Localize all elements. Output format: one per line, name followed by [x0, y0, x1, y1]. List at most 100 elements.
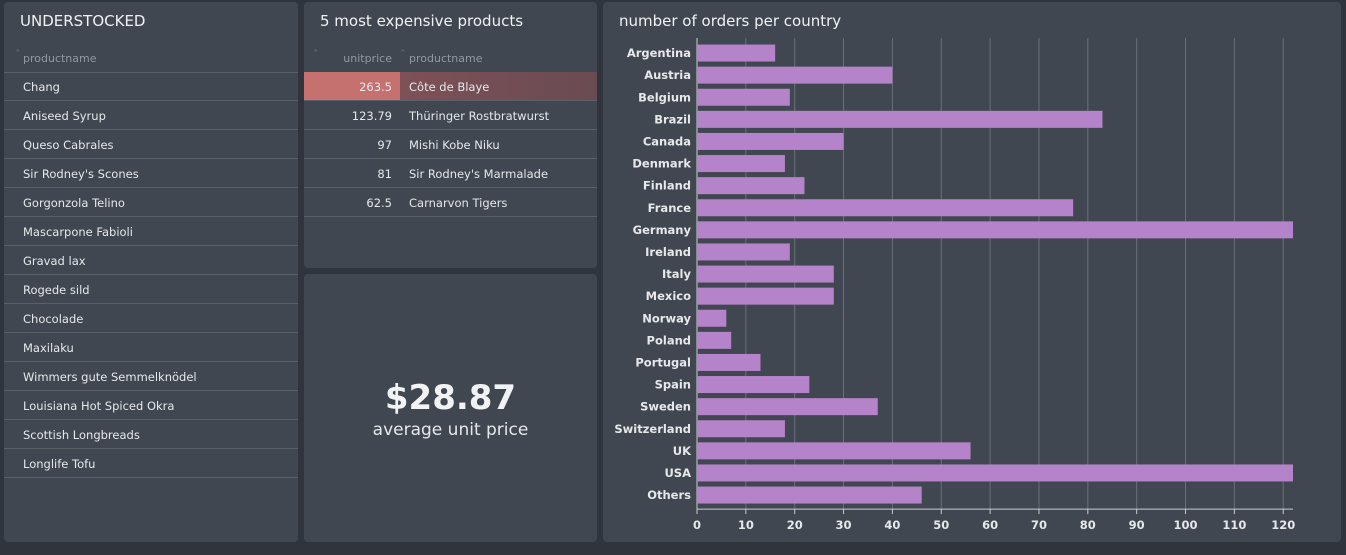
unitprice-cell: 123.79 [351, 109, 392, 123]
table-row[interactable]: Longlife Tofu [4, 449, 298, 478]
bar-sweden[interactable] [697, 398, 878, 416]
sort-arrow-icon: ⌃ [399, 49, 407, 59]
bar-poland[interactable] [697, 331, 732, 349]
bar-usa[interactable] [697, 464, 1293, 482]
table-row[interactable]: Louisiana Hot Spiced Okra [4, 391, 298, 420]
table-row[interactable]: Maxilaku [4, 333, 298, 362]
productname-cell: Côte de Blaye [409, 80, 490, 94]
column-header-productname[interactable]: productname [23, 52, 97, 65]
expensive-products-card: 5 most expensive products ⌃ unitprice ⌃ … [304, 2, 597, 268]
bar-portugal[interactable] [697, 353, 761, 371]
category-label: Austria [644, 68, 691, 82]
average-price-card: $28.87 average unit price [304, 274, 597, 542]
category-label: Finland [643, 179, 691, 193]
bar-italy[interactable] [697, 265, 834, 283]
bar-brazil[interactable] [697, 110, 1103, 128]
category-label: Portugal [635, 355, 691, 369]
unitprice-cell: 62.5 [366, 196, 392, 210]
bar-spain[interactable] [697, 376, 810, 394]
bar-canada[interactable] [697, 132, 844, 150]
category-label: Germany [633, 223, 692, 237]
productname-cell: Sir Rodney's Marmalade [409, 167, 549, 181]
category-label: Argentina [627, 46, 691, 60]
table-row[interactable]: Gorgonzola Telino [4, 188, 298, 217]
productname-cell: Aniseed Syrup [23, 109, 106, 123]
table-row[interactable]: Chang [4, 72, 298, 101]
table-row[interactable]: Queso Cabrales [4, 130, 298, 159]
bar-mexico[interactable] [697, 287, 834, 305]
table-row[interactable]: 123.79 Thüringer Rostbratwurst [304, 101, 597, 130]
orders-chart-card: number of orders per country 0 10 20 30 40 50… [603, 2, 1341, 542]
category-label: Italy [662, 267, 691, 281]
bar-ireland[interactable] [697, 243, 790, 261]
table-row[interactable]: 263.5 Côte de Blaye [304, 72, 597, 101]
column-header-productname[interactable]: productname [409, 52, 483, 65]
productname-cell: Maxilaku [23, 341, 74, 355]
unitprice-cell: 263.5 [359, 80, 392, 94]
x-tick-label: 120 [1271, 518, 1295, 532]
x-tick-label: 90 [1129, 518, 1145, 532]
understocked-header: ⌃ productname [4, 46, 298, 73]
bar-finland[interactable] [697, 177, 805, 195]
productname-cell: Mascarpone Fabioli [23, 225, 133, 239]
category-label: Ireland [645, 245, 691, 259]
category-label: Poland [647, 333, 691, 347]
category-label: Mexico [646, 289, 691, 303]
x-tick-label: 0 [693, 518, 701, 532]
table-row[interactable]: Aniseed Syrup [4, 101, 298, 130]
table-row[interactable]: 81 Sir Rodney's Marmalade [304, 159, 597, 188]
productname-cell: Longlife Tofu [23, 457, 96, 471]
bar-denmark[interactable] [697, 155, 785, 173]
table-row[interactable]: Gravad lax [4, 246, 298, 275]
column-header-unitprice[interactable]: unitprice [343, 52, 392, 65]
table-row[interactable]: Rogede sild [4, 275, 298, 304]
bar-austria[interactable] [697, 66, 893, 84]
x-tick-label: 50 [933, 518, 949, 532]
bar-switzerland[interactable] [697, 420, 785, 438]
category-label: France [648, 201, 692, 215]
bar-germany[interactable] [697, 221, 1293, 239]
sort-arrow-icon: ⌃ [312, 49, 320, 59]
category-label: Sweden [640, 400, 691, 414]
x-tick-label: 20 [787, 518, 803, 532]
bar-uk[interactable] [697, 442, 971, 460]
productname-cell: Mishi Kobe Niku [409, 138, 500, 152]
x-tick-label: 110 [1222, 518, 1246, 532]
bar-norway[interactable] [697, 309, 727, 327]
table-row[interactable]: Wimmers gute Semmelknödel [4, 362, 298, 391]
category-label: Brazil [654, 112, 691, 126]
category-label: USA [664, 466, 691, 480]
table-row[interactable]: Mascarpone Fabioli [4, 217, 298, 246]
table-row[interactable]: Scottish Longbreads [4, 420, 298, 449]
productname-cell: Queso Cabrales [23, 138, 114, 152]
productname-cell: Chocolade [23, 312, 84, 326]
understocked-title: UNDERSTOCKED [20, 12, 146, 30]
average-price-label: average unit price [372, 420, 529, 440]
understocked-card: UNDERSTOCKED ⌃ productname Chang Aniseed … [4, 2, 298, 542]
x-tick-label: 70 [1031, 518, 1047, 532]
category-label: Denmark [632, 157, 691, 171]
productname-cell: Scottish Longbreads [23, 428, 140, 442]
expensive-products-title: 5 most expensive products [320, 12, 524, 30]
productname-cell: Gorgonzola Telino [23, 196, 125, 210]
orders-bar-chart: 0 10 20 30 40 50 60 70 80 90 100 110 120 Argentina Aus… [614, 38, 1295, 532]
bar-belgium[interactable] [697, 88, 790, 106]
bar-argentina[interactable] [697, 44, 776, 62]
expensive-products-header: ⌃ unitprice ⌃ productname [304, 46, 597, 73]
unitprice-cell: 97 [377, 138, 392, 152]
productname-cell: Chang [23, 80, 60, 94]
category-label: Canada [643, 134, 691, 148]
x-tick-label: 30 [836, 518, 852, 532]
productname-cell: Thüringer Rostbratwurst [409, 109, 550, 123]
bar-others[interactable] [697, 486, 922, 504]
table-row[interactable]: Sir Rodney's Scones [4, 159, 298, 188]
table-row[interactable]: 97 Mishi Kobe Niku [304, 130, 597, 159]
productname-cell: Rogede sild [23, 283, 90, 297]
table-row[interactable]: 62.5 Carnarvon Tigers [304, 188, 597, 217]
unitprice-cell: 81 [377, 167, 392, 181]
sort-arrow-icon: ⌃ [14, 49, 22, 59]
category-label: Switzerland [614, 422, 691, 436]
bar-france[interactable] [697, 199, 1074, 217]
productname-cell: Carnarvon Tigers [409, 196, 508, 210]
table-row[interactable]: Chocolade [4, 304, 298, 333]
